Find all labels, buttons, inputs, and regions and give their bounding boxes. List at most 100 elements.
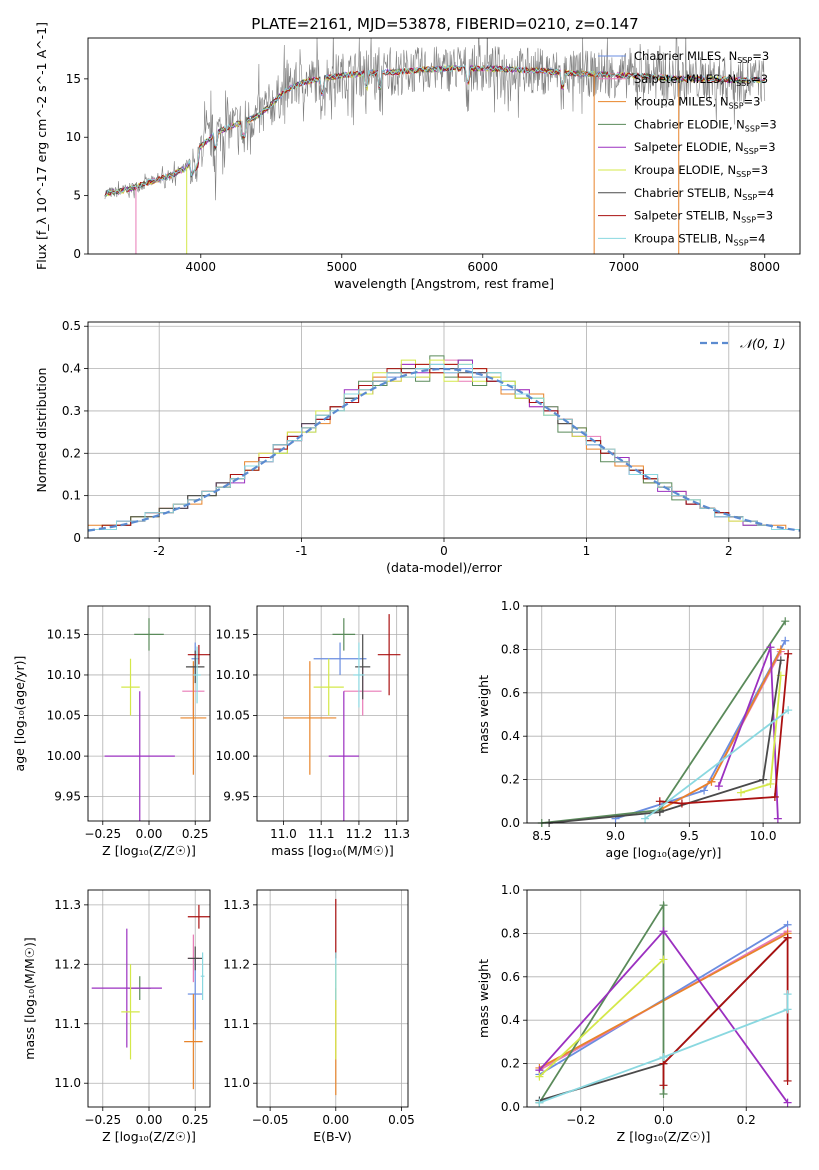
x-tick-label: 0.00 [136, 1113, 163, 1127]
mass-weight-line [538, 958, 665, 1078]
normal-reference-curve [87, 367, 801, 532]
mass-weight-line [538, 902, 665, 1104]
mass-weight-marker [655, 797, 664, 806]
y-tick-label: 10.15 [47, 627, 81, 641]
y-tick-label: 11.0 [223, 1076, 250, 1090]
y-tick-label: 0.0 [501, 1100, 520, 1114]
y-tick-label: 1.0 [501, 599, 520, 613]
mass-weight-marker [535, 1072, 544, 1081]
legend-label: Kroupa ELODIE, NSSP=3 [634, 163, 768, 179]
mass-weight-marker [659, 1053, 668, 1062]
y-tick-label: 10 [66, 130, 81, 144]
x-axis-label: age [log₁₀(age/yr)] [606, 845, 722, 860]
x-axis-label: Z [log₁₀(Z/Z☉)] [617, 1129, 711, 1144]
x-tick-label: 10.0 [750, 829, 777, 843]
mass-weight-line [539, 994, 789, 1104]
y-tick-label: 10.05 [47, 709, 81, 723]
x-tick-label: 9.0 [606, 829, 625, 843]
x-tick-label: 0.00 [136, 827, 163, 841]
y-axis-label: Flux [f_λ 10^-17 erg cm^-2 s^-1 A^-1] [34, 22, 49, 270]
y-tick-label: 10.15 [216, 627, 250, 641]
y-tick-label: 0.0 [501, 816, 520, 830]
y-tick-label: 0 [73, 531, 81, 545]
mass-weight-marker [766, 643, 775, 652]
y-tick-label: 9.95 [223, 790, 250, 804]
y-tick-label: 0.6 [501, 970, 520, 984]
age-vs-metallicity-panel: −0.25 0.00 0.25 9.95 10.00 10.05 10.10 10.15 Z [… [12, 605, 211, 858]
model-spectrum [104, 64, 765, 197]
y-tick-label: 0.2 [501, 773, 520, 787]
x-tick-label: 9.5 [680, 829, 699, 843]
y-tick-label: 9.95 [54, 790, 81, 804]
legend-label: Chabrier MILES, NSSP=3 [634, 49, 769, 65]
x-tick-label: 8.5 [532, 829, 551, 843]
mass-weight-marker [781, 617, 790, 626]
mass-weight-line [615, 640, 786, 820]
x-tick-label: −0.2 [566, 1113, 595, 1127]
mass-weight-marker [766, 779, 775, 788]
mass-weight-marker [659, 1089, 668, 1098]
x-axis-label: (data-model)/error [386, 560, 503, 575]
axes-frame [526, 605, 801, 824]
figure-title: PLATE=2161, MJD=53878, FIBERID=0210, z=0… [251, 15, 638, 33]
y-tick-label: 11.2 [223, 957, 250, 971]
y-tick-label: 11.1 [54, 1017, 81, 1031]
mass-weight-marker [714, 782, 723, 791]
x-tick-label: 11.0 [270, 827, 297, 841]
mass-weight-line [659, 653, 790, 805]
x-axis-label: wavelength [Angstrom, rest frame] [334, 276, 554, 291]
y-axis-label: Normed distribution [34, 368, 49, 493]
mass-weight-marker [659, 927, 668, 936]
legend-label: Chabrier STELIB, NSSP=4 [634, 186, 774, 202]
legend-label: Salpeter ELODIE, NSSP=3 [634, 140, 776, 156]
age-vs-mass-panel: 11.0 11.1 11.2 11.3 9.95 10.00 10.05 10.10 10.15… [216, 605, 410, 858]
x-axis-label: Z [log₁₀(Z/Z☉)] [102, 1129, 196, 1144]
mass-weight-marker [659, 1081, 668, 1090]
mass-weight-vs-metallicity-panel: −0.2 0.0 0.2 0.0 0.2 0.4 0.6 0.8 1.0 Z [log₁₀(Z/Z… [476, 883, 801, 1144]
axes-frame [256, 889, 409, 1108]
mass-weight-marker [783, 990, 792, 999]
model-spectrum [104, 64, 766, 197]
x-tick-label: -1 [296, 544, 308, 558]
mass-vs-metallicity-panel: −0.25 0.00 0.25 11.0 11.1 11.2 11.3 Z [log₁₀(Z/… [22, 889, 211, 1144]
mass-weight-marker [783, 1005, 792, 1014]
mass-weight-marker [759, 775, 768, 784]
mass-weight-marker [641, 814, 650, 823]
y-tick-label: 0.1 [62, 489, 81, 503]
mass-weight-marker [707, 777, 716, 786]
mass-weight-marker [776, 645, 785, 654]
y-tick-label: 15 [66, 72, 81, 86]
mass-weight-vs-age-panel: 8.5 9.0 9.5 10.0 0.0 0.2 0.4 0.6 0.8 1.0 age [log₁… [476, 599, 801, 860]
mass-weight-marker [535, 1098, 544, 1107]
axes-frame [526, 889, 801, 1108]
mass-vs-reddening-panel: −0.05 0.00 0.05 11.0 11.1 11.2 11.3 E(B-V) [223, 889, 415, 1144]
y-tick-label: 0.6 [501, 686, 520, 700]
axes-frame [87, 37, 801, 255]
x-tick-label: 5000 [327, 260, 358, 274]
x-tick-label: -2 [153, 544, 165, 558]
x-tick-label: 0.25 [182, 1113, 209, 1127]
x-tick-label: −0.25 [84, 1113, 121, 1127]
x-tick-label: 11.3 [383, 827, 410, 841]
spectrum-panel: 4000 5000 6000 7000 8000 0 5 10 15 wavelength [An… [34, 22, 801, 291]
mass-weight-marker [659, 955, 668, 964]
y-tick-label: 10.05 [216, 709, 250, 723]
residuals-panel: -2 -1 0 1 2 0 0.1 0.2 0.3 0.4 0.5 (data-model)/erro… [34, 319, 801, 575]
mass-weight-marker [659, 901, 668, 910]
y-tick-label: 5 [73, 189, 81, 203]
x-tick-label: 11.1 [308, 827, 335, 841]
x-tick-label: −0.25 [84, 827, 121, 841]
x-tick-label: 0.0 [654, 1113, 673, 1127]
mass-weight-marker [655, 808, 664, 817]
y-axis-label: mass weight [476, 675, 491, 754]
x-tick-label: 8000 [749, 260, 780, 274]
x-tick-label: 0.05 [388, 1113, 415, 1127]
y-tick-label: 11.3 [223, 898, 250, 912]
legend-label: Salpeter STELIB, NSSP=3 [634, 209, 773, 225]
y-tick-label: 0.5 [62, 319, 81, 333]
mass-weight-marker [783, 933, 792, 942]
mass-weight-marker [783, 1076, 792, 1085]
y-tick-label: 10.10 [47, 668, 81, 682]
axes-frame [87, 321, 801, 539]
